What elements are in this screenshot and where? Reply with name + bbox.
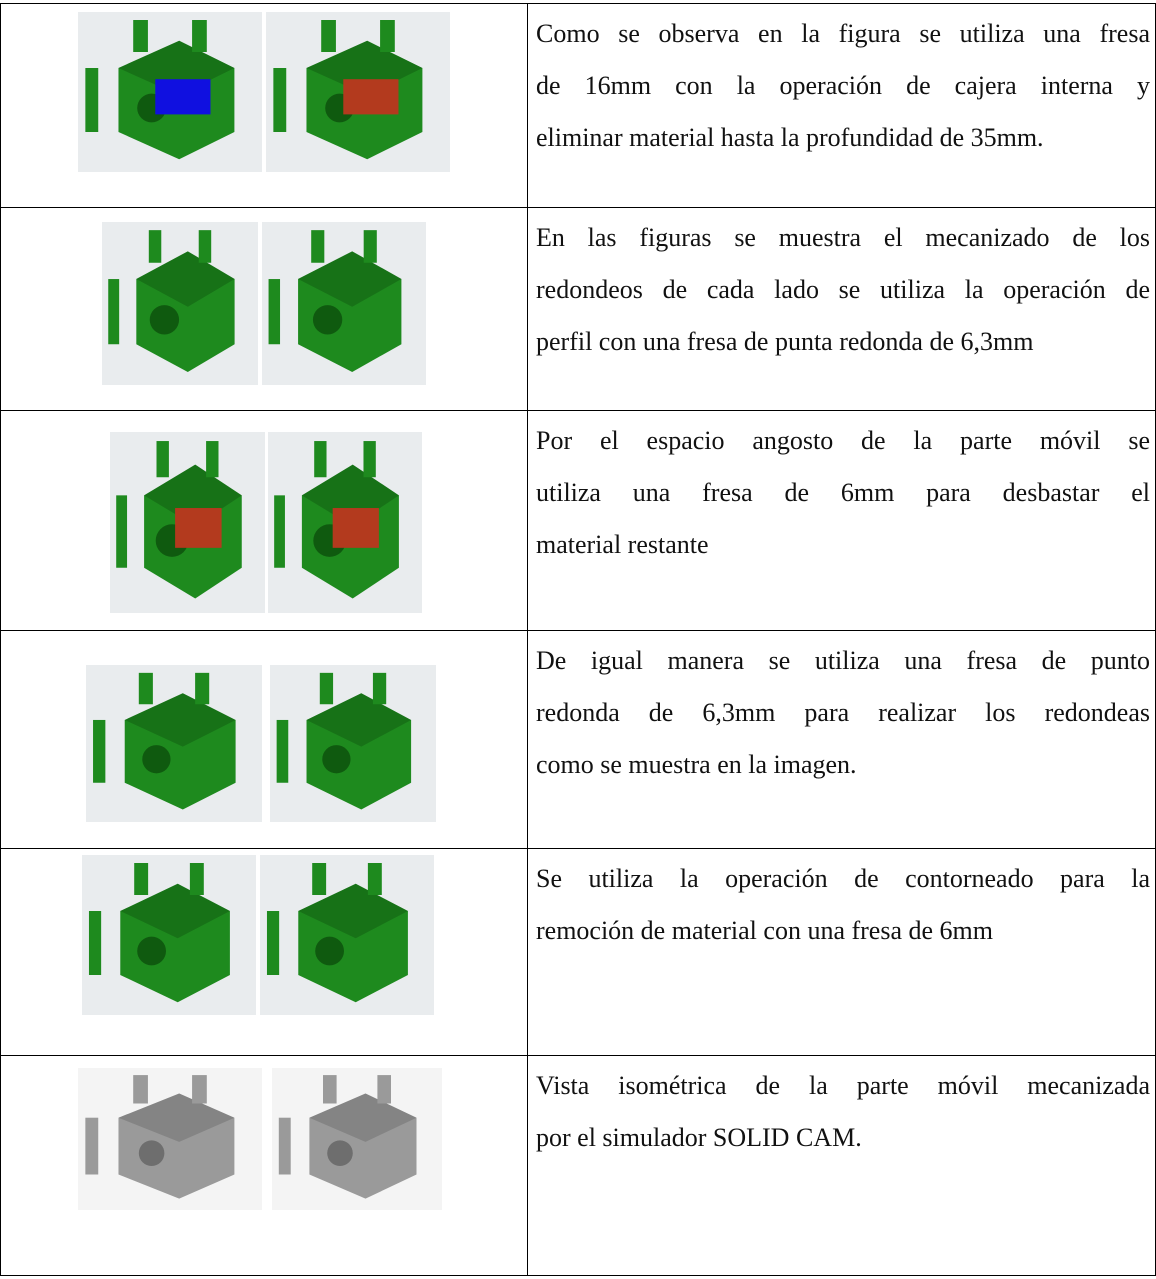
- row-border: [0, 630, 1156, 631]
- figure-image: [78, 12, 262, 172]
- figure-image: [78, 1068, 262, 1210]
- row-border: [0, 410, 1156, 411]
- figure-image: [102, 222, 258, 385]
- row-border: [0, 848, 1156, 849]
- cell-text: Vista isométrica de la parte móvil mecan…: [536, 1060, 1150, 1164]
- figure-image: [110, 432, 265, 613]
- text-line: perfil con una fresa de punta redonda de…: [536, 327, 1034, 356]
- figure-image: [268, 432, 422, 613]
- figure-image: [86, 665, 262, 822]
- text-line: por el simulador SOLID CAM.: [536, 1123, 862, 1152]
- text-line: redondeos de cada lado se utiliza la ope…: [536, 275, 1150, 304]
- text-line: Vista isométrica de la parte móvil mecan…: [536, 1071, 1150, 1100]
- text-line: utiliza una fresa de 6mm para desbastar …: [536, 478, 1150, 507]
- column-border: [0, 3, 1, 1276]
- cell-text: Como se observa en la figura se utiliza …: [536, 8, 1150, 164]
- text-line: como se muestra en la imagen.: [536, 750, 857, 779]
- cell-text: Se utiliza la operación de contorneado p…: [536, 853, 1150, 957]
- figure-image: [262, 222, 426, 385]
- text-line: Por el espacio angosto de la parte móvil…: [536, 426, 1150, 455]
- figure-image: [270, 665, 436, 822]
- row-border: [0, 1055, 1156, 1056]
- text-line: Como se observa en la figura se utiliza …: [536, 19, 1150, 48]
- figure-image: [272, 1068, 442, 1210]
- cell-text: Por el espacio angosto de la parte móvil…: [536, 415, 1150, 571]
- text-line: De igual manera se utiliza una fresa de …: [536, 646, 1150, 675]
- text-line: remoción de material con una fresa de 6m…: [536, 916, 993, 945]
- text-line: de 16mm con la operación de cajera inter…: [536, 71, 1150, 100]
- row-border: [0, 207, 1156, 208]
- cell-text: En las figuras se muestra el mecanizado …: [536, 212, 1150, 368]
- figure-image: [82, 855, 256, 1015]
- text-line: material restante: [536, 530, 709, 559]
- row-border: [0, 3, 1156, 4]
- text-line: En las figuras se muestra el mecanizado …: [536, 223, 1150, 252]
- figure-image: [266, 12, 450, 172]
- text-line: Se utiliza la operación de contorneado p…: [536, 864, 1150, 893]
- figure-image: [260, 855, 434, 1015]
- text-line: eliminar material hasta la profundidad d…: [536, 123, 1044, 152]
- column-border: [527, 3, 528, 1276]
- cell-text: De igual manera se utiliza una fresa de …: [536, 635, 1150, 791]
- text-line: redonda de 6,3mm para realizar los redon…: [536, 698, 1150, 727]
- row-border: [0, 1275, 1156, 1276]
